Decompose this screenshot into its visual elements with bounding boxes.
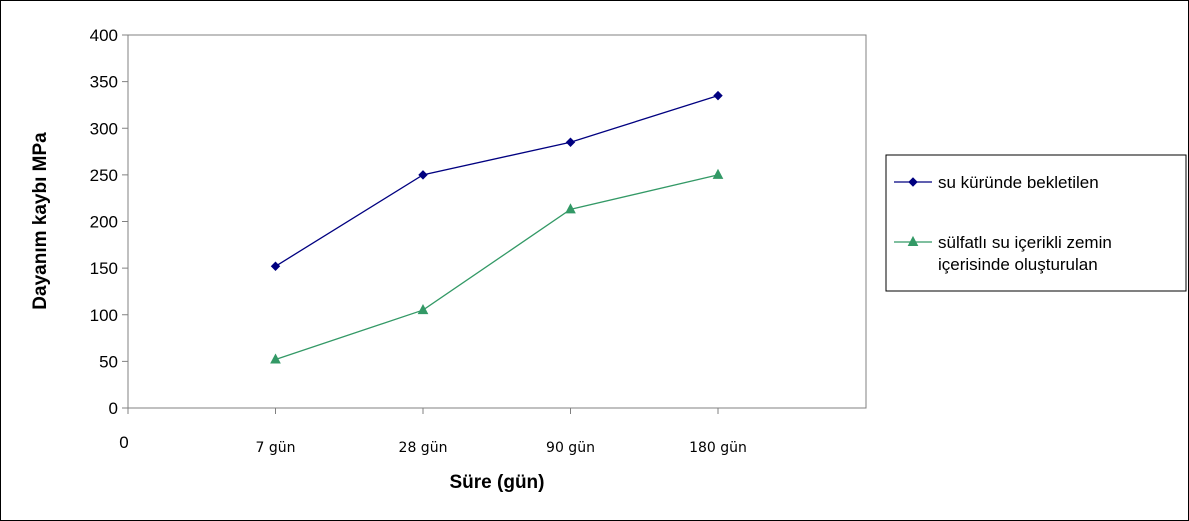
series-line bbox=[275, 174, 719, 361]
y-tick-label: 150 bbox=[90, 259, 118, 278]
data-point bbox=[713, 90, 723, 101]
x-tick-label: 90 gün bbox=[546, 440, 595, 456]
x-tick-label: 7 gün bbox=[256, 440, 296, 456]
data-point bbox=[565, 203, 576, 214]
legend-marker bbox=[907, 235, 919, 246]
y-tick-label: 100 bbox=[90, 306, 118, 325]
y-tick-label: 50 bbox=[99, 352, 118, 371]
data-point bbox=[417, 304, 429, 315]
legend-label: su küründe bekletilen bbox=[938, 173, 1099, 192]
plot-area bbox=[127, 34, 867, 409]
y-tick-label: 200 bbox=[90, 213, 118, 232]
y-axis-title: Dayanım kaybı MPa bbox=[30, 132, 51, 310]
data-point bbox=[565, 137, 576, 147]
legend-box bbox=[885, 154, 1187, 292]
legend-label: içerisinde oluşturulan bbox=[938, 255, 1098, 274]
x-tick-label: 180 gün bbox=[689, 440, 747, 456]
x-axis: 0 7 gün 28 gün 90 gün 180 gün bbox=[119, 408, 747, 456]
y-tick-label: 0 bbox=[109, 399, 118, 418]
data-point bbox=[418, 170, 428, 180]
legend-item-2: sülfatlı su içerikli zemin içerisinde olu… bbox=[894, 233, 1112, 274]
y-tick-label: 400 bbox=[90, 26, 118, 45]
legend: su küründe bekletilen sülfatlı su içerikl… bbox=[885, 154, 1187, 292]
series-layer bbox=[270, 90, 724, 364]
x-axis-title: Süre (gün) bbox=[450, 472, 545, 493]
y-axis: 0 50 100 150 200 250 300 350 400 bbox=[90, 26, 128, 418]
data-point bbox=[270, 261, 281, 271]
series-1 bbox=[270, 90, 723, 271]
y-tick-label: 300 bbox=[90, 119, 118, 138]
legend-item-1: su küründe bekletilen bbox=[894, 173, 1099, 192]
legend-marker bbox=[908, 177, 918, 187]
data-point bbox=[712, 168, 724, 179]
legend-label: sülfatlı su içerikli zemin bbox=[938, 233, 1112, 252]
x-tick-label: 28 gün bbox=[399, 440, 448, 456]
y-tick-label: 350 bbox=[90, 73, 118, 92]
series-line bbox=[275, 94, 719, 267]
x-origin-label: 0 bbox=[119, 433, 128, 452]
y-tick-label: 250 bbox=[90, 166, 118, 185]
series-2 bbox=[270, 168, 724, 364]
data-point bbox=[270, 353, 281, 364]
